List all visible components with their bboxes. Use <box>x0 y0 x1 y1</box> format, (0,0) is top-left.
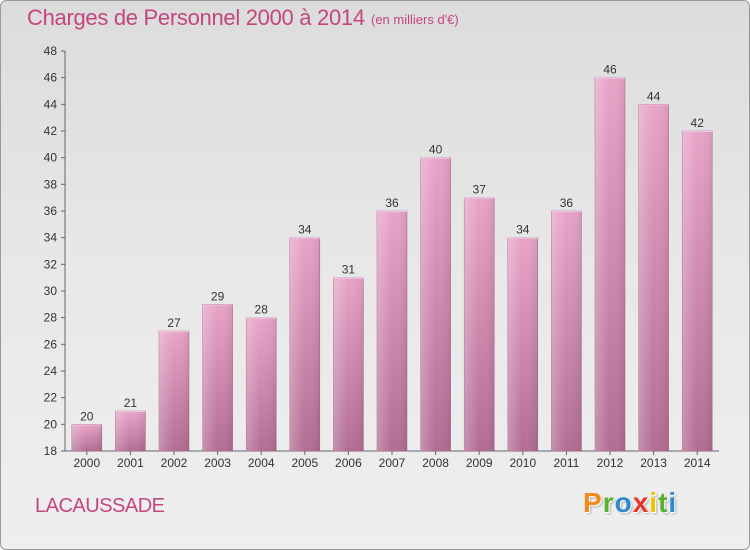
logo-letter: x <box>632 487 650 518</box>
x-tick-label: 2012 <box>597 456 624 470</box>
bar-shade <box>682 131 713 451</box>
y-tick-label: 20 <box>44 417 58 431</box>
bar-shade <box>333 277 364 451</box>
x-tick-label: 2001 <box>117 456 144 470</box>
x-tick-label: 2010 <box>509 456 536 470</box>
data-label: 36 <box>560 196 574 210</box>
data-label: 28 <box>255 303 269 317</box>
y-tick-label: 30 <box>44 284 58 298</box>
data-label: 34 <box>298 223 312 237</box>
y-tick-label: 46 <box>44 71 58 85</box>
bar-shade <box>420 157 451 451</box>
chart-title: Charges de Personnel 2000 à 2014 <box>27 5 365 30</box>
logo-letter: o <box>614 487 633 518</box>
x-tick-label: 2007 <box>379 456 406 470</box>
x-tick-label: 2013 <box>640 456 667 470</box>
x-tick-label: 2002 <box>161 456 188 470</box>
bar-shade <box>595 77 625 452</box>
data-label: 29 <box>211 289 225 303</box>
y-tick-label: 38 <box>44 177 58 191</box>
bar-shade <box>377 211 407 451</box>
x-tick-label: 2003 <box>204 456 231 470</box>
logo-letter: t <box>658 487 669 518</box>
bar-shade <box>464 197 495 451</box>
axes: 18 20 22 24 26 28 30 32 34 36 38 40 42 44 46 48 2000 2001… <box>44 44 719 470</box>
bar-shade <box>638 104 669 451</box>
data-label: 40 <box>429 143 443 157</box>
bar-shade <box>115 411 146 451</box>
logo-letter: P <box>583 487 603 518</box>
x-tick-label: 2005 <box>291 456 318 470</box>
data-label: 21 <box>124 396 138 410</box>
y-tick-label: 42 <box>44 124 58 138</box>
logo-letter: r <box>602 487 615 518</box>
x-tick-label: 2004 <box>248 456 275 470</box>
data-label: 34 <box>516 223 530 237</box>
data-label: 20 <box>80 409 94 423</box>
data-label: 42 <box>691 116 705 130</box>
y-tick-label: 24 <box>44 364 58 378</box>
y-tick-label: 28 <box>44 311 58 325</box>
y-tick-label: 18 <box>44 444 58 458</box>
bar-shade <box>551 211 582 451</box>
x-tick-label: 2011 <box>553 456 579 470</box>
chart-subtitle: (en milliers d'€) <box>371 12 459 27</box>
bar-shade <box>71 424 102 451</box>
x-tick-label: 2006 <box>335 456 362 470</box>
data-label: 44 <box>647 89 661 103</box>
bar-shade <box>159 331 189 451</box>
logo-letter: i <box>668 487 678 518</box>
logo-letter: i <box>649 487 659 518</box>
data-label: 46 <box>603 63 617 77</box>
y-tick-label: 48 <box>44 44 58 58</box>
y-tick-label: 36 <box>44 204 58 218</box>
y-tick-label: 44 <box>44 97 58 111</box>
bars-group <box>71 77 713 452</box>
data-label: 31 <box>342 263 356 277</box>
bar-shade <box>507 237 538 451</box>
y-tick-label: 26 <box>44 337 58 351</box>
x-tick-label: 2000 <box>73 456 100 470</box>
bar-shade <box>246 317 277 451</box>
y-tick-label: 32 <box>44 257 58 271</box>
data-label: 36 <box>385 196 399 210</box>
labels-group: 20 21 27 29 28 34 31 36 40 37 34 36 46 44 42 <box>80 63 704 424</box>
x-tick-label: 2009 <box>466 456 493 470</box>
data-label: 37 <box>473 183 487 197</box>
y-tick-label: 34 <box>44 231 58 245</box>
y-tick-label: 40 <box>44 151 58 165</box>
bar-shade <box>202 304 233 451</box>
proxiti-logo: Proxiti <box>583 487 677 519</box>
bar-shade <box>289 237 320 451</box>
location-name: LACAUSSADE <box>35 495 165 517</box>
x-tick-label: 2008 <box>422 456 449 470</box>
y-tick-label: 22 <box>44 391 58 405</box>
data-label: 27 <box>167 316 181 330</box>
x-tick-label: 2014 <box>684 456 711 470</box>
